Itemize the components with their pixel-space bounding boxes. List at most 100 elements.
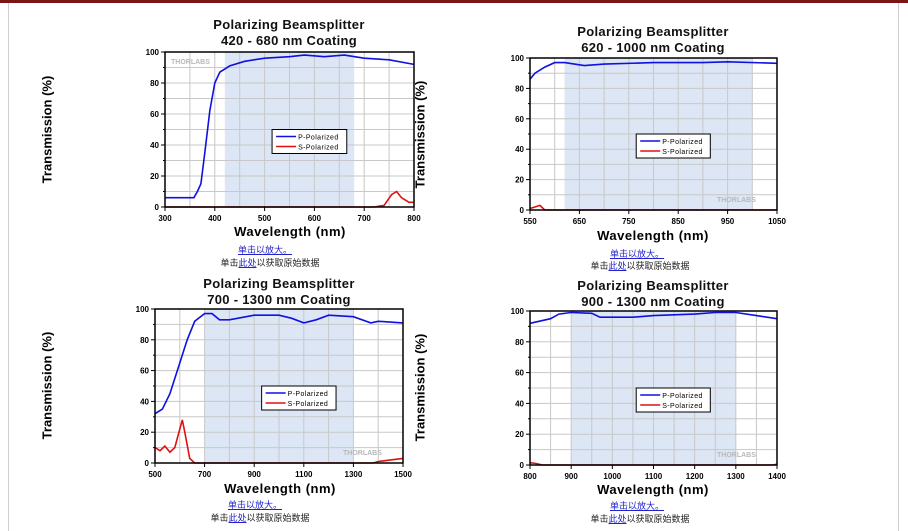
y-tick-label: 60: [515, 115, 524, 124]
series-line-p-polarized: [529, 311, 778, 325]
y-tick-label: 60: [140, 367, 149, 376]
y-tick-label: 40: [515, 145, 524, 154]
y-tick-label: 80: [150, 79, 159, 88]
click-to-enlarge-link[interactable]: 单击以放大。: [609, 249, 664, 259]
x-tick-label: 1500: [394, 470, 412, 479]
legend-label: S-Polarized: [662, 149, 703, 156]
chart-svg: THORLABS 0 20 40 60 80 100 550 650 750 850 950 1050 P…: [511, 54, 787, 226]
x-tick-label: 600: [308, 214, 322, 223]
y-axis-label: Transmission (%): [412, 333, 428, 442]
chart-title-line: 900 - 1300 nm Coating: [581, 294, 725, 309]
series-line-p-polarized: [154, 312, 404, 415]
y-axis-label: Transmission (%): [412, 80, 428, 189]
legend-label: S-Polarized: [298, 145, 339, 152]
raw-data-suffix: 以获取原始数据: [246, 513, 310, 523]
x-tick-label: 800: [523, 472, 537, 481]
chart-svg: THORLABS 0 20 40 60 80 100 800 900 1000 1100 1200 13…: [511, 307, 787, 481]
x-axis-label: Wavelength (nm): [597, 228, 709, 243]
y-tick-label: 20: [515, 430, 524, 439]
x-tick-label: 1100: [295, 470, 313, 479]
legend: P-Polarized S-Polarized: [261, 385, 337, 411]
legend: P-Polarized S-Polarized: [635, 387, 711, 413]
x-tick-label: 1300: [345, 470, 363, 479]
chart-title-line: Polarizing Beamsplitter: [577, 24, 729, 39]
x-axis-label: Wavelength (nm): [234, 224, 346, 239]
y-tick-label: 40: [140, 397, 149, 406]
click-to-enlarge-link[interactable]: 单击以放大。: [609, 501, 664, 511]
click-to-enlarge-link[interactable]: 单击以放大。: [227, 500, 282, 510]
x-tick-label: 750: [622, 217, 636, 226]
chart-title-line: Polarizing Beamsplitter: [213, 17, 365, 32]
y-tick-label: 40: [150, 141, 159, 150]
y-tick-label: 20: [515, 176, 524, 185]
legend-label: P-Polarized: [662, 139, 703, 146]
chart-title-line: Polarizing Beamsplitter: [577, 278, 729, 293]
legend: P-Polarized S-Polarized: [635, 133, 711, 159]
raw-data-prefix: 单击: [220, 258, 239, 268]
y-tick-label: 100: [511, 54, 525, 63]
legend-label: P-Polarized: [662, 393, 703, 400]
legend-label: S-Polarized: [662, 403, 703, 410]
y-tick-label: 60: [150, 110, 159, 119]
raw-data-link[interactable]: 此处: [608, 261, 627, 271]
y-tick-label: 40: [515, 399, 524, 408]
x-tick-label: 900: [248, 470, 262, 479]
thorlabs-watermark: THORLABS: [343, 450, 382, 457]
click-to-enlarge-link[interactable]: 单击以放大。: [237, 245, 292, 255]
raw-data-link[interactable]: 此处: [238, 258, 257, 268]
y-tick-label: 20: [140, 428, 149, 437]
thorlabs-watermark: THORLABS: [717, 197, 756, 204]
raw-data-prefix: 单击: [210, 513, 229, 523]
x-tick-label: 300: [158, 214, 172, 223]
x-tick-label: 650: [573, 217, 587, 226]
legend-label: S-Polarized: [288, 401, 329, 408]
x-tick-label: 1050: [768, 217, 786, 226]
chart-title-line: 700 - 1300 nm Coating: [207, 292, 351, 307]
chart-svg: THORLABS 0 20 40 60 80 100 500 700 900 1100 1300 150…: [136, 305, 413, 479]
x-axis-label: Wavelength (nm): [224, 481, 336, 496]
plot-area: THORLABS 0 20 40 60 80 100 300 400 500 600 700 800 P-…: [146, 48, 422, 223]
x-tick-label: 500: [148, 470, 162, 479]
raw-data-text: 单击此处以获取原始数据: [560, 512, 720, 525]
series-line-p-polarized: [165, 54, 415, 199]
thorlabs-watermark: THORLABS: [171, 59, 210, 66]
y-tick-label: 0: [520, 206, 525, 215]
raw-data-prefix: 单击: [590, 261, 609, 271]
raw-data-suffix: 以获取原始数据: [626, 261, 690, 271]
chart-title-line: 620 - 1000 nm Coating: [581, 40, 725, 55]
raw-data-suffix: 以获取原始数据: [626, 514, 690, 524]
y-tick-label: 80: [140, 336, 149, 345]
x-tick-label: 1400: [768, 472, 786, 481]
chart-title: Polarizing Beamsplitter 420 - 680 nm Coat…: [139, 17, 439, 49]
y-axis-label: Transmission (%): [39, 75, 55, 184]
plot-area: THORLABS 0 20 40 60 80 100 500 700 900 1100 1300 150…: [136, 305, 413, 479]
x-tick-label: 850: [672, 217, 686, 226]
x-tick-label: 1000: [603, 472, 621, 481]
legend: P-Polarized S-Polarized: [271, 129, 348, 154]
y-tick-label: 80: [515, 338, 524, 347]
x-tick-label: 1200: [686, 472, 704, 481]
plot-area: THORLABS 0 20 40 60 80 100 550 650 750 850 950 1050 P…: [511, 54, 787, 226]
series-line-p-polarized: [529, 60, 778, 80]
raw-data-link[interactable]: 此处: [228, 513, 247, 523]
x-tick-label: 1100: [645, 472, 663, 481]
y-axis-label: Transmission (%): [39, 331, 55, 440]
x-tick-label: 700: [198, 470, 212, 479]
chart-title-line: 420 - 680 nm Coating: [220, 33, 358, 48]
series-line-s-polarized: [154, 419, 404, 464]
x-tick-label: 1300: [727, 472, 745, 481]
x-tick-label: 700: [358, 214, 372, 223]
chart-title-line: Polarizing Beamsplitter: [203, 276, 355, 291]
raw-data-link[interactable]: 此处: [608, 514, 627, 524]
right-border: [898, 3, 899, 531]
chart-svg: THORLABS 0 20 40 60 80 100 300 400 500 600 700 800 P-…: [146, 48, 422, 223]
y-tick-label: 0: [520, 461, 525, 470]
raw-data-suffix: 以获取原始数据: [256, 258, 320, 268]
y-tick-label: 100: [136, 305, 150, 314]
x-tick-label: 500: [258, 214, 272, 223]
chart-title: Polarizing Beamsplitter 700 - 1300 nm Coa…: [129, 276, 429, 308]
x-tick-label: 400: [208, 214, 222, 223]
raw-data-text: 单击此处以获取原始数据: [180, 511, 340, 524]
x-axis-label: Wavelength (nm): [597, 482, 709, 497]
y-tick-label: 100: [146, 48, 160, 57]
